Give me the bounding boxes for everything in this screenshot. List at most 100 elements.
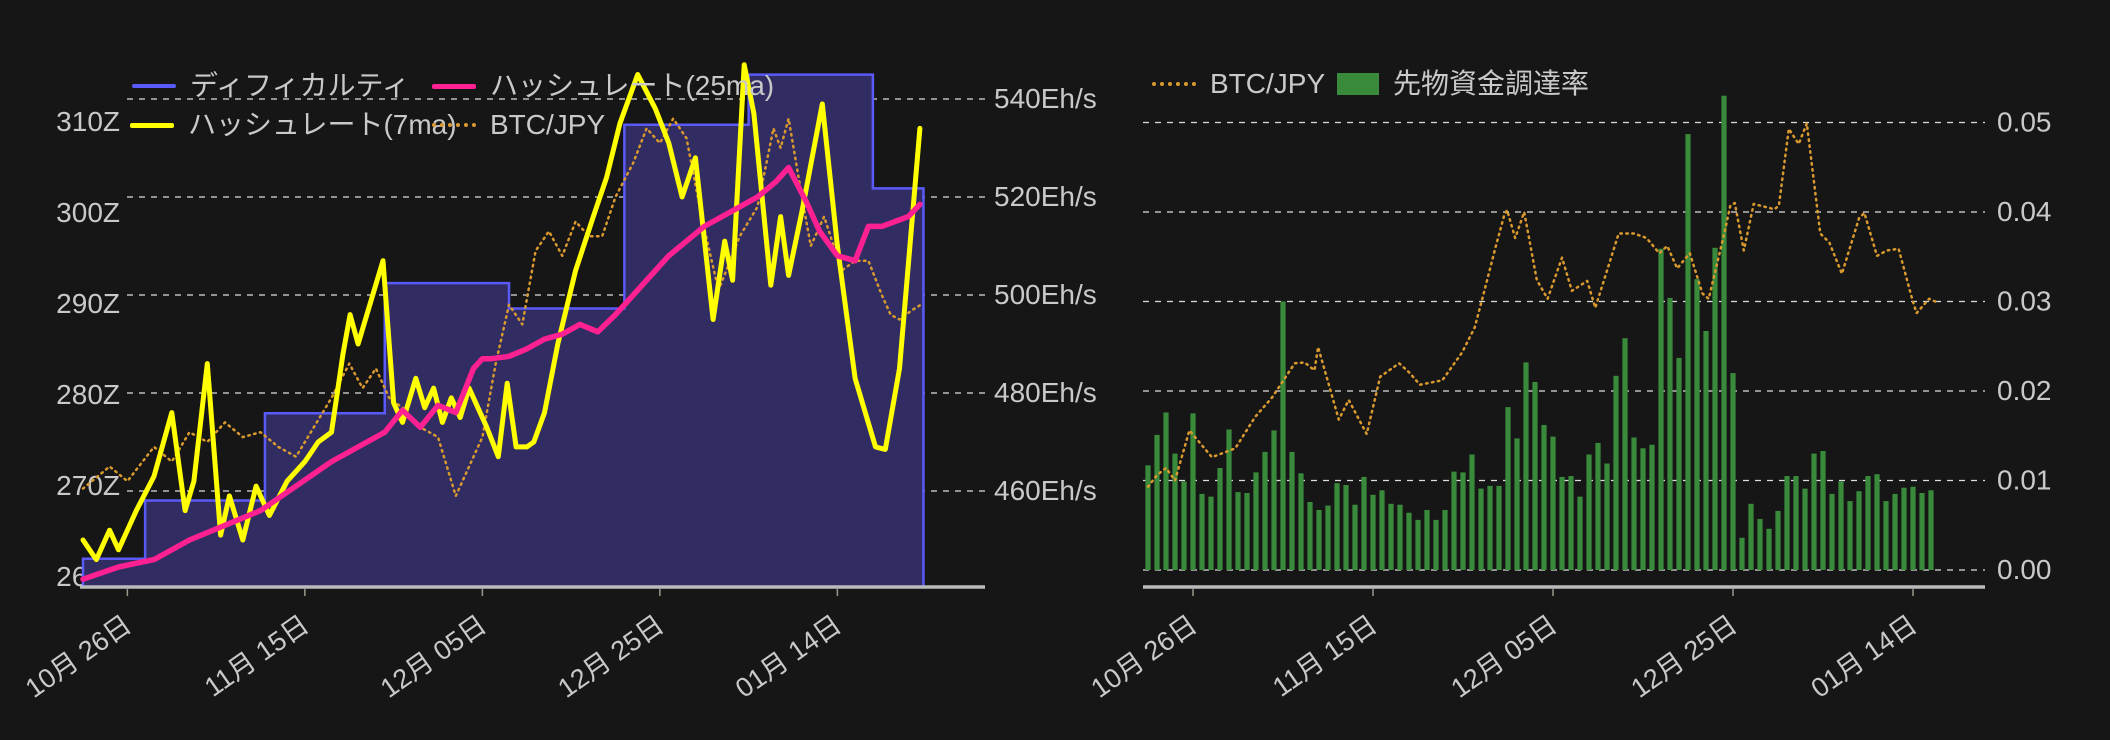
funding-rate-bar [1730,373,1736,570]
funding-rate-bar [1190,413,1196,570]
btcjpy-line [1146,122,1941,489]
funding-rate-bar [1820,451,1826,570]
funding-rate-bar [1523,362,1529,570]
funding-rate-bar [1793,476,1799,570]
funding-rate-bar [1253,472,1259,570]
funding-rate-bar [1316,510,1322,570]
rate-axis-tick-label: 0.03 [1997,286,2052,317]
legend-item-funding-rate[interactable]: 先物資金調達率 [1337,70,1589,98]
funding-rate-bar [1568,476,1574,570]
funding-rate-bar [1640,448,1646,570]
legend-item-hashrate-25ma[interactable]: ハッシュレート(25ma) [432,72,774,100]
funding-rate-bar [1802,488,1808,570]
funding-rate-bar [1271,430,1277,570]
funding-rate-bar [1559,476,1565,570]
funding-rate-bar [1145,465,1151,570]
funding-rate-bar [1928,490,1934,570]
funding-rate-bar [1910,486,1916,570]
funding-rate-bar [1532,382,1538,570]
funding-rate-bar [1163,412,1169,570]
left-axis-tick-label: 300Z [56,197,120,228]
x-axis-tick-label: 11月 15日 [199,609,314,702]
funding-rate-bar [1370,494,1376,570]
funding-rate-bar [1172,453,1178,570]
funding-rate-bar [1577,496,1583,570]
legend-item-hashrate-7ma[interactable]: ハッシュレート(7ma) [130,111,457,139]
funding-rate-bar [1874,474,1880,570]
funding-rate-bar [1415,519,1421,570]
funding-rate-bar [1883,501,1889,570]
funding-rate-bar [1631,437,1637,570]
legend-label: BTC/JPY [1210,68,1326,99]
funding-rate-bar [1667,297,1673,570]
legend-label: ハッシュレート(7ma) [188,109,457,140]
funding-rate-bar [1505,407,1511,570]
rate-axis-tick-label: 0.01 [1997,465,2052,496]
funding-rate-bar [1721,95,1727,570]
funding-rate-bar [1208,496,1214,570]
funding-rate-bar [1658,248,1664,570]
left-axis-tick-label: 280Z [56,379,120,410]
x-axis-tick-label: 12月 25日 [1626,609,1743,703]
funding-rate-bar [1217,468,1223,570]
funding-rate-bar [1784,476,1790,570]
funding-rate-bar [1397,504,1403,570]
funding-rate-bar [1478,488,1484,570]
x-axis-tick-label: 10月 26日 [20,609,137,703]
funding-rate-bar [1388,503,1394,570]
funding-rate-bar [1712,247,1718,571]
rate-axis-tick-label: 0.05 [1997,107,2052,138]
x-axis-tick-label: 11月 15日 [1267,609,1382,702]
legend-item-btcjpy-right[interactable]: BTC/JPY [1152,70,1325,98]
funding-rate-bar [1856,491,1862,570]
difficulty-line-swatch-icon [132,84,176,88]
rate-axis-tick-label: 0.02 [1997,375,2052,406]
hashrate-25ma-line [80,164,923,582]
funding-rate-bar [1838,481,1844,570]
funding-rate-bar [1622,338,1628,570]
funding-rate-bar [1595,442,1601,570]
legend-label: BTC/JPY [490,109,606,140]
x-axis-tick-label: 01月 14日 [730,609,847,703]
funding-rate-bar [1919,493,1925,570]
right-axis-tick-label: 540Eh/s [994,83,1097,114]
funding-rate-bar [1766,528,1772,570]
left-axis-tick-label: 290Z [56,288,120,319]
funding-rate-bar [1433,519,1439,570]
funding-rate-bar [1757,519,1763,570]
funding-rate-bar-swatch-icon [1337,73,1379,95]
funding-rate-bar [1442,510,1448,570]
funding-rate-bar [1550,436,1556,570]
funding-rate-bar [1325,505,1331,570]
funding-rate-bar [1586,454,1592,570]
funding-rate-bar [1226,429,1232,570]
funding-rate-bar [1649,444,1655,570]
x-axis-tick-label: 12月 25日 [553,609,670,703]
legend-item-difficulty[interactable]: ディフィカルティ [132,72,410,100]
funding-rate-bar [1775,510,1781,570]
legend-label: 先物資金調達率 [1393,68,1590,99]
legend-label: ディフィカルティ [190,70,410,101]
rate-axis-tick-label: 0.04 [1997,196,2052,227]
right-axis-tick-label: 520Eh/s [994,181,1097,212]
hashrate-7ma-line [80,62,923,563]
funding-rate-bar [1460,472,1466,570]
funding-rate-bar [1262,451,1268,570]
funding-rate-bar [1280,301,1286,570]
btcjpy-line [81,117,923,498]
x-axis-tick-label: 12月 05日 [1446,609,1563,703]
rate-axis-tick-label: 0.00 [1997,554,2052,585]
funding-rate-bar [1901,487,1907,570]
funding-rate-bar [1748,503,1754,570]
funding-rate-bar [1298,473,1304,570]
funding-rate-bar [1829,493,1835,570]
funding-rate-bar [1181,481,1187,570]
difficulty-area [83,74,924,588]
funding-rate-bar [1703,331,1709,570]
funding-rate-bar [1334,483,1340,570]
btcjpy-dotted-swatch-icon [1152,82,1196,86]
funding-rate-bar [1469,454,1475,570]
legend-item-btcjpy-left[interactable]: BTC/JPY [432,111,605,139]
